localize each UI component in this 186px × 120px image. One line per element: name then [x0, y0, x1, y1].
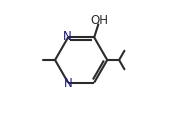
Text: OH: OH [90, 14, 108, 27]
Text: N: N [63, 30, 72, 43]
Text: N: N [64, 77, 73, 90]
